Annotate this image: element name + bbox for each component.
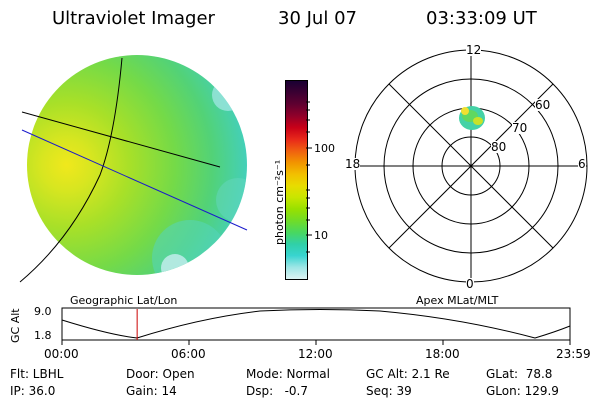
track-ytick-bottom: 1.8 (34, 329, 52, 342)
param-mode: Mode: Normal (246, 367, 330, 381)
param-door: Door: Open (126, 367, 195, 381)
param-dsp: Dsp: -0.7 (246, 384, 309, 398)
altitude-curve (61, 309, 571, 339)
param-glat: GLat: 78.8 (486, 367, 553, 381)
mlt-label-18: 18 (345, 157, 361, 171)
mlt-label-12: 12 (466, 43, 482, 57)
mlt-label-0: 0 (466, 277, 474, 291)
track-xtick-2: 12:00 (298, 347, 333, 361)
image-time: 03:33:09 UT (426, 8, 537, 29)
mlt-label-6: 6 (578, 157, 586, 171)
track-xtick-1: 06:00 (171, 347, 206, 361)
colorbar-tick-100: 100 (314, 142, 335, 155)
mlat-label-70: 70 (512, 121, 528, 135)
terminator-line (21, 129, 248, 231)
param-gain: Gain: 14 (126, 384, 177, 398)
track-right-title: Apex MLat/MLT (416, 294, 499, 307)
param-filter: Flt: LBHL (10, 367, 64, 381)
param-glon: GLon: 129.9 (486, 384, 559, 398)
track-left-title: Geographic Lat/Lon (70, 294, 178, 307)
param-seq: Seq: 39 (366, 384, 412, 398)
colorbar-tick-10: 10 (314, 229, 328, 242)
track-ytick-top: 9.0 (34, 305, 52, 318)
color-bar (285, 80, 308, 280)
lat-line-upper (21, 111, 221, 168)
track-xtick-0: 00:00 (44, 347, 79, 361)
param-ip: IP: 36.0 (10, 384, 56, 398)
meridian-line (19, 57, 123, 283)
image-date: 30 Jul 07 (278, 8, 357, 29)
mlat-label-80: 80 (491, 140, 507, 154)
param-gc-alt: GC Alt: 2.1 Re (366, 367, 450, 381)
mlat-label-60: 60 (535, 98, 551, 112)
earth-disk (27, 55, 247, 275)
track-xtick-3: 18:00 (425, 347, 460, 361)
instrument-title: Ultraviolet Imager (52, 8, 215, 29)
track-xtick-4: 23:59 (556, 347, 591, 361)
